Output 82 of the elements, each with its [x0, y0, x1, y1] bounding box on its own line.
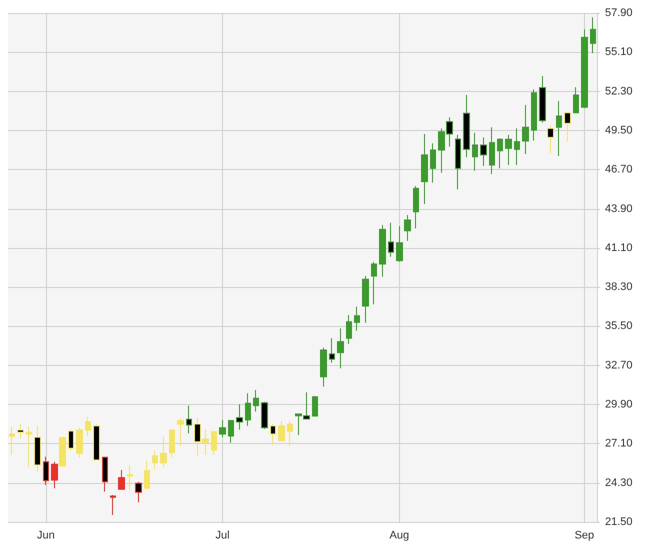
y-tick-label: 57.90	[605, 7, 633, 19]
candlestick	[26, 426, 32, 468]
candlestick	[404, 214, 411, 242]
candlestick	[102, 456, 108, 492]
candlestick	[144, 460, 150, 489]
y-tick-label: 29.90	[605, 398, 633, 411]
candlestick	[261, 401, 268, 430]
candlestick	[17, 423, 24, 439]
candlestick	[514, 128, 520, 166]
candlestick	[219, 419, 226, 438]
y-tick-label: 24.30	[605, 476, 633, 489]
candlestick	[320, 347, 327, 388]
x-tick-label: Aug	[389, 530, 410, 542]
candlestick	[329, 338, 335, 364]
candlestick	[413, 185, 419, 229]
y-tick-label: 55.10	[605, 46, 633, 58]
y-tick-label: 43.90	[605, 202, 633, 215]
candlestick	[430, 142, 436, 184]
candlestick	[480, 136, 487, 166]
y-tick-label: 35.50	[605, 320, 633, 332]
candlestick	[354, 306, 360, 332]
candlestick	[539, 76, 546, 124]
candlestick	[287, 420, 293, 446]
x-tick-label: Sep	[574, 530, 594, 542]
y-tick-label: 27.10	[605, 438, 633, 450]
candlestick	[51, 461, 58, 489]
candlestick	[34, 425, 41, 472]
candlestick	[362, 276, 369, 324]
candlestick	[312, 396, 318, 417]
candlestick	[43, 456, 49, 486]
y-tick-label: 38.30	[605, 281, 633, 294]
candlestick	[169, 429, 175, 458]
candlestick	[505, 134, 512, 166]
candlestick	[68, 429, 74, 452]
y-tick-label: 49.50	[605, 124, 633, 136]
candlestick	[118, 469, 125, 490]
candlestick	[9, 426, 15, 456]
candlestick	[270, 423, 276, 446]
candlestick	[186, 405, 192, 434]
candlestick	[497, 138, 503, 169]
candlestick	[110, 494, 116, 516]
candlestick	[93, 423, 100, 461]
x-tick-label: Jun	[36, 530, 55, 542]
candlestick	[346, 314, 352, 344]
candlestick	[379, 224, 386, 278]
candlestick	[396, 225, 403, 262]
candlestick	[421, 133, 428, 205]
candlestick	[127, 464, 133, 490]
candlestick	[371, 261, 377, 305]
x-tick-label: Jul	[216, 530, 230, 542]
y-tick-label: 41.10	[605, 242, 633, 254]
y-tick-label: 52.30	[605, 85, 633, 98]
candlestick	[245, 392, 251, 426]
candlestick	[573, 86, 579, 114]
candlestick	[547, 124, 554, 154]
candlestick	[388, 222, 394, 258]
candlestick	[531, 88, 537, 142]
candlestick	[211, 430, 217, 456]
candlestick	[556, 100, 562, 157]
candlestick	[463, 94, 470, 158]
candlestick	[278, 420, 285, 442]
y-tick-label: 46.70	[605, 164, 633, 176]
candlestick	[489, 126, 495, 174]
candlestick	[253, 389, 259, 412]
candlestick	[59, 436, 66, 468]
candlestick	[236, 404, 243, 430]
candlestick	[337, 328, 344, 369]
y-tick-label: 32.70	[605, 359, 633, 372]
candlestick	[177, 418, 184, 446]
candlestick	[455, 134, 461, 190]
candlestick	[228, 419, 234, 444]
y-tick-label: 21.50	[605, 516, 633, 528]
candlestick	[472, 132, 478, 172]
candlestick	[522, 104, 529, 154]
candlestick	[160, 436, 167, 468]
candlestick	[581, 28, 588, 109]
candlestick	[564, 111, 571, 142]
candlestick	[135, 481, 142, 503]
candlestick	[152, 450, 158, 470]
candlestick	[85, 416, 91, 436]
candlestick	[590, 16, 596, 54]
candlestick	[76, 427, 83, 458]
